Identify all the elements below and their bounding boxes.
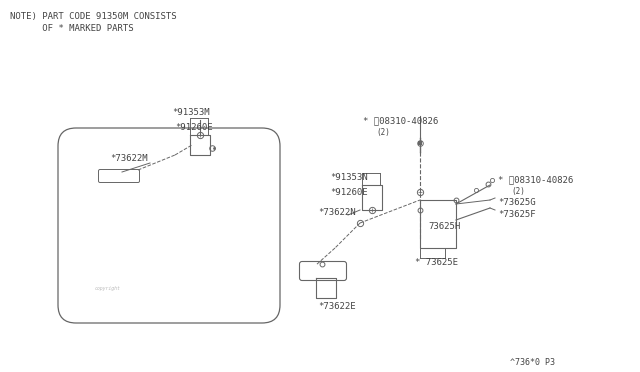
Text: *91353M: *91353M [172, 108, 210, 117]
Text: * 73625E: * 73625E [415, 258, 458, 267]
Text: ^736*0 P3: ^736*0 P3 [510, 358, 555, 367]
Text: copyright: copyright [95, 286, 121, 291]
Text: *73622N: *73622N [318, 208, 356, 217]
Text: (2): (2) [376, 128, 390, 137]
Text: *91353N: *91353N [330, 173, 367, 182]
Text: *73625G: *73625G [498, 198, 536, 207]
Text: * Ⓢ08310-40826: * Ⓢ08310-40826 [498, 175, 573, 184]
Text: *73622E: *73622E [318, 302, 356, 311]
Text: NOTE) PART CODE 91350M CONSISTS: NOTE) PART CODE 91350M CONSISTS [10, 12, 177, 21]
Text: *91260E: *91260E [175, 123, 212, 132]
Text: *91260E: *91260E [330, 188, 367, 197]
Text: *73625F: *73625F [498, 210, 536, 219]
Text: 73625H: 73625H [428, 222, 460, 231]
Text: (2): (2) [511, 187, 525, 196]
Text: OF * MARKED PARTS: OF * MARKED PARTS [10, 24, 134, 33]
Text: * Ⓢ08310-40826: * Ⓢ08310-40826 [363, 116, 438, 125]
Text: *73622M: *73622M [110, 154, 148, 163]
